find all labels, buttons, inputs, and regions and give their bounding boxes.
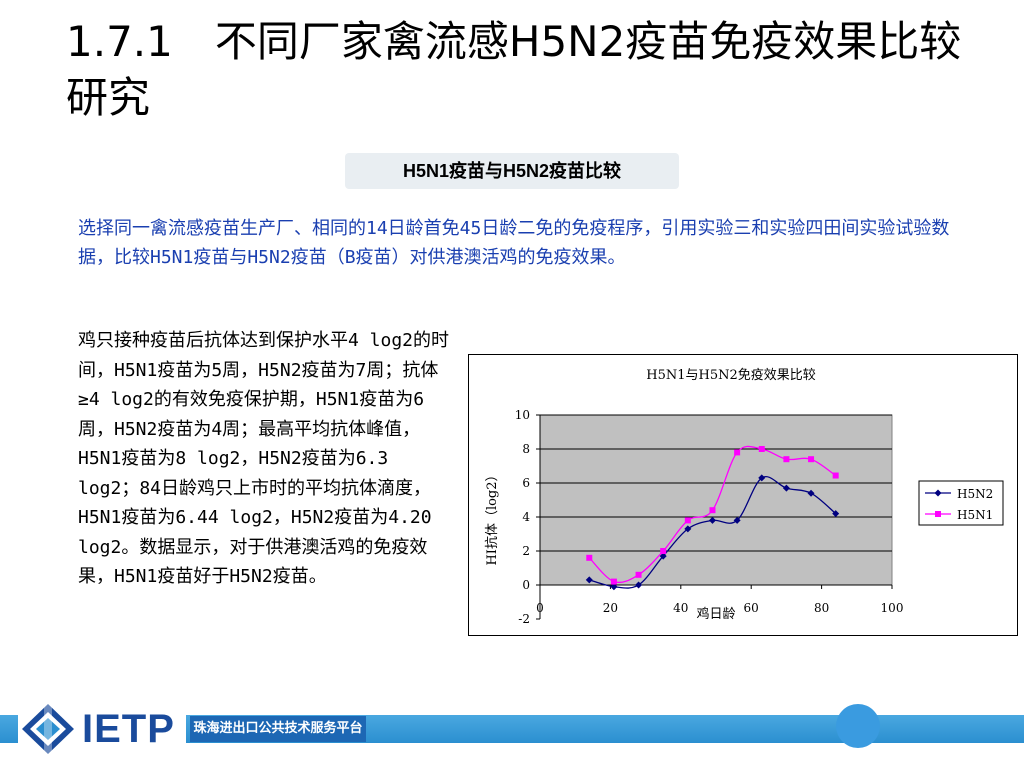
point-h5n1: [660, 548, 667, 554]
footer-label: 珠海进出口公共技术服务平台: [190, 716, 366, 742]
x-axis-label: 鸡日龄: [696, 606, 735, 622]
plot-area: [539, 414, 893, 586]
point-h5n1: [758, 446, 765, 452]
point-h5n1: [734, 449, 741, 456]
y-axis-label: HI抗体（log2）: [485, 468, 500, 565]
legend-label: H5N2: [957, 487, 993, 501]
y-tick-label: 2: [522, 544, 530, 558]
footer-circle-decoration: [836, 704, 880, 748]
section-pill: H5N1疫苗与H5N2疫苗比较: [345, 153, 679, 189]
point-h5n2: [807, 489, 815, 497]
point-h5n1: [586, 554, 593, 561]
point-h5n1: [684, 517, 691, 524]
point-h5n2: [758, 474, 766, 482]
x-tick-label: 20: [603, 601, 618, 615]
point-h5n1: [832, 472, 839, 479]
point-h5n2: [782, 484, 790, 492]
point-h5n2: [684, 525, 692, 533]
point-h5n1: [808, 456, 815, 463]
x-tick-label: 100: [881, 601, 904, 615]
intro-paragraph: 选择同一禽流感疫苗生产厂、相同的14日龄首免45日龄二免的免疫程序，引用实验三和…: [78, 218, 950, 268]
point-h5n2: [585, 576, 593, 584]
legend-box: [918, 480, 1004, 526]
y-tick-label: -2: [518, 612, 530, 626]
x-tick-label: 80: [814, 601, 829, 615]
point-h5n2: [635, 581, 643, 589]
point-h5n1: [709, 507, 716, 514]
logo-area: [18, 702, 186, 756]
y-tick-label: 0: [522, 578, 530, 592]
point-h5n2: [610, 583, 618, 591]
logo-mark-icon: [22, 702, 74, 756]
y-tick-label: 4: [522, 510, 530, 524]
point-h5n2: [659, 552, 667, 560]
legend-marker: [934, 489, 942, 497]
point-h5n1: [610, 578, 617, 585]
legend-marker: [935, 511, 941, 517]
slide-title: 1.7.1 不同厂家禽流感H5N2疫苗免疫效果比较研究: [66, 17, 962, 122]
x-tick-label: 60: [744, 601, 759, 615]
y-tick-label: 6: [522, 476, 530, 490]
y-tick-label: 10: [515, 408, 530, 422]
y-tick-label: 8: [522, 442, 530, 456]
point-h5n2: [733, 516, 741, 524]
body-paragraph: 鸡只接种疫苗后抗体达到保护水平4 log2的时间，H5N1疫苗为5周，H5N2疫…: [78, 330, 450, 587]
point-h5n1: [635, 571, 642, 578]
chart-container: H5N1与H5N2免疫效果比较 -2 0 2 4 6 8 10 0 20 40 60 80 100 鸡日龄 H…: [468, 354, 1018, 636]
x-tick-label: 40: [673, 601, 688, 615]
point-h5n2: [708, 516, 716, 524]
logo-text: IETP: [82, 707, 175, 751]
chart-title: H5N1与H5N2免疫效果比较: [646, 367, 816, 383]
point-h5n1: [783, 456, 790, 463]
point-h5n2: [832, 510, 840, 518]
legend-label: H5N1: [957, 508, 993, 522]
x-tick-label: 0: [536, 601, 544, 615]
